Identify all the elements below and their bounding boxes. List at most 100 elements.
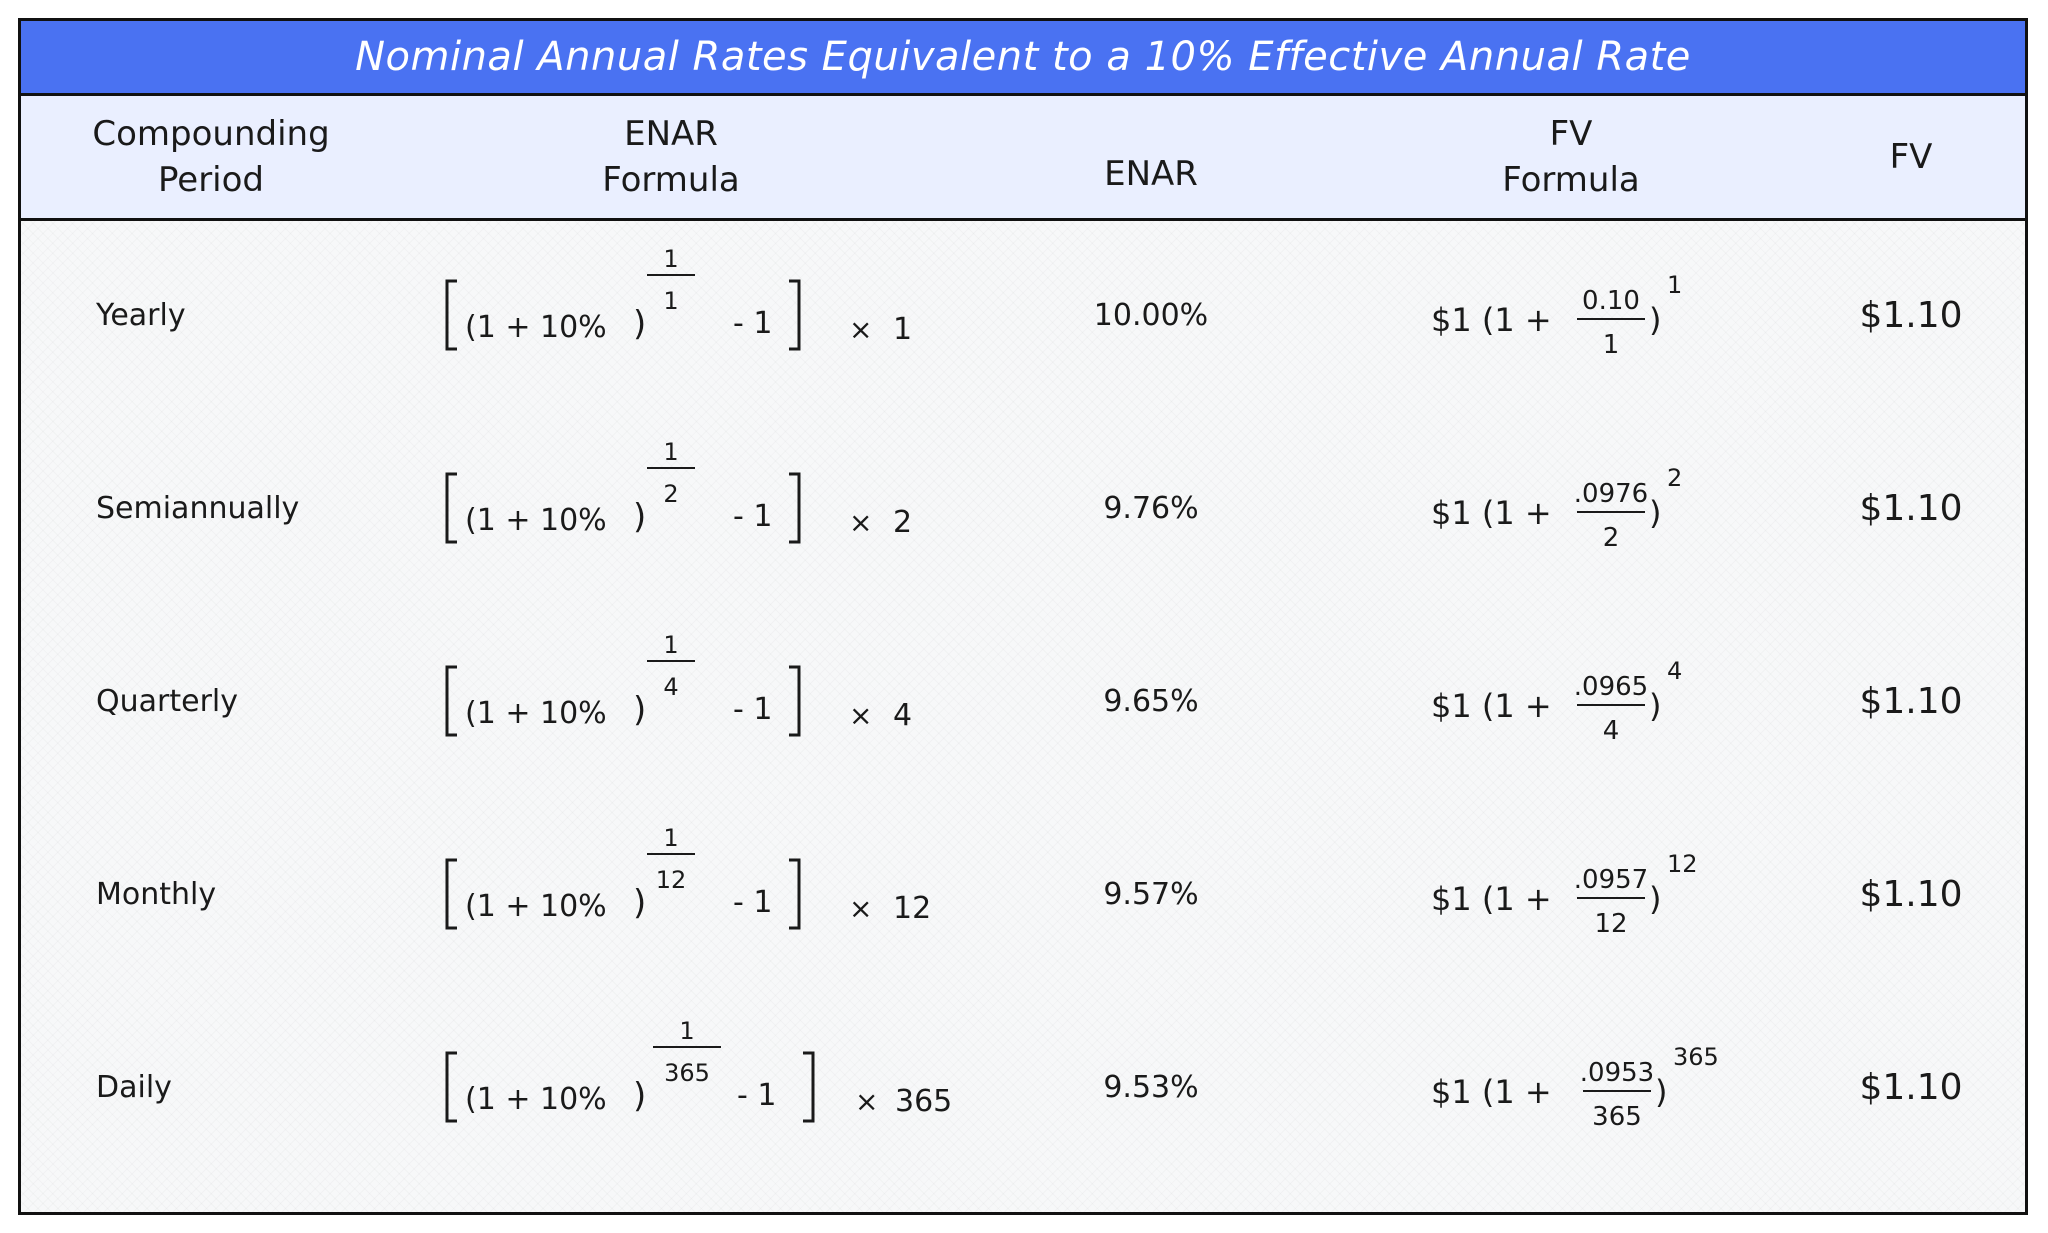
enar-formula: (1 + 10%) 1 365 - 1 × 365: [441, 991, 1001, 1184]
minus-one: - 1: [737, 1078, 776, 1113]
fv-close-paren: ): [1655, 1073, 1667, 1111]
fv-prefix: $1 (1 +: [1431, 880, 1552, 918]
minus-one: - 1: [733, 306, 772, 341]
close-paren: ): [633, 497, 646, 537]
right-bracket: [789, 279, 801, 351]
enar-value: 9.53%: [1103, 1070, 1199, 1105]
fv-prefix: $1 (1 +: [1431, 1073, 1552, 1111]
enar-value: 9.65%: [1103, 684, 1199, 719]
fv-rate-denominator: 4: [1603, 716, 1620, 746]
fv-value: $1.10: [1859, 488, 1963, 529]
fv-rate-denominator: 365: [1592, 1102, 1642, 1132]
header-enar-formula-line1: ENAR: [624, 114, 718, 154]
minus-one: - 1: [733, 885, 772, 920]
fv-formula: $1 (1 + .0976 2) 2: [1411, 412, 1781, 605]
enar-formula: (1 + 10%) 1 2 - 1 × 2: [441, 412, 1001, 605]
fv-value: $1.10: [1859, 681, 1963, 722]
left-bracket: [445, 472, 457, 544]
fv-exponent: 2: [1667, 464, 1682, 492]
fv-close-paren: ): [1649, 687, 1661, 725]
fv-rate-numerator: .0976: [1574, 479, 1648, 509]
fv-rate-numerator: .0953: [1580, 1058, 1654, 1088]
enar-formula: (1 + 10%) 1 12 - 1 × 12: [441, 798, 1001, 991]
header-fv-formula-line1: FV: [1549, 114, 1593, 154]
header-enar-formula-line2: Formula: [602, 160, 740, 200]
enar-value: 9.76%: [1103, 491, 1199, 526]
table-row: Monthly (1 + 10%) 1 12 - 1 × 12 9.57% $1 (1 + .09…: [21, 798, 2025, 991]
fv-close-paren: ): [1649, 494, 1661, 532]
fv-prefix: $1 (1 +: [1431, 494, 1552, 532]
fv-close-paren: ): [1649, 301, 1661, 339]
header-fv-label: FV: [1889, 137, 1933, 177]
one-plus-rate: (1 + 10%: [465, 1082, 607, 1117]
fv-exponent: 4: [1667, 657, 1682, 685]
fv-formula: $1 (1 + .0953 365) 365: [1411, 991, 1781, 1184]
header-enar-label: ENAR: [1104, 154, 1198, 194]
table-title: Nominal Annual Rates Equivalent to a 10%…: [21, 21, 2025, 96]
one-plus-rate: (1 + 10%: [465, 503, 607, 538]
multiplier: 1: [893, 312, 912, 347]
header-period-line1: Compounding: [92, 114, 330, 154]
compounding-period: Monthly: [96, 877, 217, 912]
times-sign: ×: [855, 1085, 878, 1118]
multiplier: 4: [893, 698, 912, 733]
fv-rate-denominator: 1: [1603, 330, 1620, 360]
one-plus-rate: (1 + 10%: [465, 696, 607, 731]
fv-formula: $1 (1 +0.10 1) 1: [1411, 219, 1781, 412]
exponent-denominator: 12: [656, 866, 687, 894]
exponent-denominator: 1: [663, 287, 678, 315]
times-sign: ×: [849, 506, 872, 539]
header-fv: FV: [1821, 96, 2001, 218]
table-row: Yearly (1 + 10%) 1 1- 1 × 1 10.00% $1 (1 +0.10 1…: [21, 219, 2025, 412]
close-paren: ): [633, 1076, 646, 1116]
minus-one: - 1: [733, 499, 772, 534]
close-paren: ): [633, 690, 646, 730]
right-bracket: [789, 665, 801, 737]
fv-rate-numerator: 0.10: [1582, 286, 1640, 316]
exponent-numerator: 1: [663, 631, 678, 659]
exponent-denominator: 4: [663, 673, 678, 701]
header-row: Compounding Period ENAR Formula ENAR FV …: [21, 96, 2025, 221]
left-bracket: [445, 1051, 457, 1123]
fv-rate-numerator: .0965: [1574, 672, 1648, 702]
right-bracket: [803, 1051, 815, 1123]
header-enar: ENAR: [1031, 96, 1271, 218]
header-period-line2: Period: [157, 160, 265, 200]
multiplier: 2: [893, 505, 912, 540]
enar-value: 10.00%: [1093, 298, 1209, 333]
one-plus-rate: (1 + 10%: [465, 310, 607, 345]
one-plus-rate: (1 + 10%: [465, 889, 607, 924]
fv-value: $1.10: [1859, 1067, 1963, 1108]
exponent-denominator: 2: [663, 480, 678, 508]
table-row: Semiannually (1 + 10%) 1 2 - 1 × 2 9.76% $1 (1 +…: [21, 412, 2025, 605]
fv-value: $1.10: [1859, 874, 1963, 915]
left-bracket: [445, 858, 457, 930]
exponent-numerator: 1: [663, 438, 678, 466]
compounding-period: Quarterly: [96, 684, 238, 719]
multiplier: 365: [895, 1084, 952, 1119]
right-bracket: [789, 472, 801, 544]
close-paren: ): [633, 883, 646, 923]
fv-rate-denominator: 2: [1603, 523, 1620, 553]
fv-rate-denominator: 12: [1594, 909, 1627, 939]
fv-formula: $1 (1 + .0965 4) 4: [1411, 605, 1781, 798]
left-bracket: [445, 279, 457, 351]
enar-formula: (1 + 10%) 1 4 - 1 × 4: [441, 605, 1001, 798]
fv-exponent: 365: [1673, 1043, 1719, 1071]
exponent-denominator: 365: [664, 1059, 710, 1087]
close-paren: ): [633, 304, 646, 344]
fv-rate-numerator: .0957: [1574, 865, 1648, 895]
times-sign: ×: [849, 313, 872, 346]
header-enar-formula: ENAR Formula: [521, 96, 821, 218]
minus-one: - 1: [733, 692, 772, 727]
header-compounding-period: Compounding Period: [61, 96, 361, 218]
times-sign: ×: [849, 699, 872, 732]
fv-value: $1.10: [1859, 295, 1963, 336]
table-frame: Nominal Annual Rates Equivalent to a 10%…: [18, 18, 2028, 1215]
exponent-numerator: 1: [663, 245, 678, 273]
exponent-numerator: 1: [663, 824, 678, 852]
table-row: Quarterly (1 + 10%) 1 4 - 1 × 4 9.65% $1 (1 + .09…: [21, 605, 2025, 798]
exponent-numerator: 1: [679, 1017, 694, 1045]
enar-value: 9.57%: [1103, 877, 1199, 912]
fv-exponent: 1: [1667, 271, 1682, 299]
